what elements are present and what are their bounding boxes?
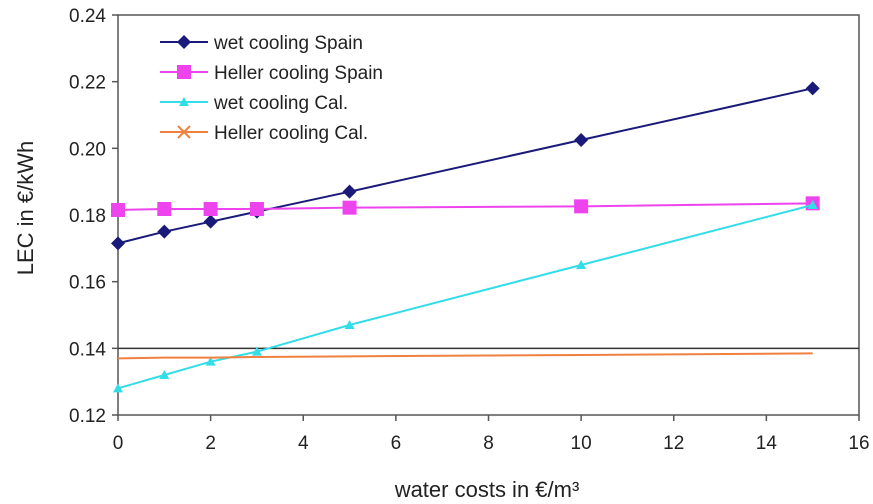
- data-point: [805, 81, 820, 96]
- data-point: [113, 383, 123, 393]
- legend-marker: [177, 65, 191, 79]
- x-axis: 0 2 4 6 8 10 12 14 16: [113, 415, 870, 454]
- series-3: [117, 352, 813, 360]
- series-layer: [111, 81, 820, 393]
- data-point: [111, 203, 125, 217]
- data-point: [159, 370, 170, 379]
- series-2: [113, 200, 818, 393]
- legend-marker: [177, 35, 191, 49]
- legend-marker: [177, 125, 191, 139]
- y-tick-label: 0.14: [69, 339, 106, 360]
- data-point: [807, 200, 818, 209]
- data-point: [251, 346, 262, 356]
- x-tick-label: 16: [848, 433, 869, 454]
- x-tick-label: 8: [483, 433, 494, 454]
- y-tick-label: 0.18: [69, 206, 106, 227]
- y-axis: 0.12 0.14 0.16 0.18 0.20 0.22 0.24: [69, 6, 118, 427]
- legend-marker: [179, 97, 189, 106]
- legend-item-3: Heller cooling Cal.: [160, 123, 368, 144]
- data-point: [344, 320, 355, 329]
- data-point: [342, 184, 357, 199]
- x-tick-label: 12: [663, 433, 684, 454]
- cross-stroke: [177, 125, 191, 139]
- data-point: [203, 202, 218, 216]
- data-point: [111, 236, 125, 251]
- data-point: [157, 224, 172, 239]
- y-tick-label: 0.24: [69, 6, 106, 27]
- data-point: [205, 356, 216, 366]
- data-point: [157, 202, 172, 216]
- data-point: [574, 133, 589, 147]
- data-point: [576, 260, 587, 269]
- legend-label: Heller cooling Cal.: [214, 123, 368, 144]
- data-point: [203, 214, 218, 229]
- y-tick-label: 0.16: [69, 273, 106, 294]
- y-axis-label: LEC in €/kWh: [13, 141, 38, 276]
- series-1: [111, 196, 820, 217]
- legend: wet cooling Spain Heller cooling Spain wet…: [160, 33, 383, 144]
- data-point: [249, 202, 264, 216]
- legend-item-0: wet cooling Spain: [160, 33, 363, 54]
- x-tick-label: 2: [205, 433, 216, 454]
- legend-label: wet cooling Cal.: [213, 93, 348, 114]
- x-tick-label: 0: [113, 433, 124, 454]
- legend-label: wet cooling Spain: [213, 33, 363, 54]
- data-point: [574, 199, 589, 214]
- x-tick-label: 6: [391, 433, 402, 454]
- legend-item-1: Heller cooling Spain: [160, 63, 383, 84]
- x-axis-label: water costs in €/m³: [394, 477, 580, 502]
- x-tick-label: 10: [571, 433, 592, 454]
- data-point: [342, 200, 357, 215]
- legend-label: Heller cooling Spain: [214, 63, 383, 84]
- y-tick-label: 0.22: [69, 73, 106, 94]
- y-tick-label: 0.20: [69, 139, 106, 160]
- series-line: [117, 352, 813, 360]
- x-tick-label: 4: [298, 433, 309, 454]
- x-tick-label: 14: [756, 433, 778, 454]
- legend-item-2: wet cooling Cal.: [160, 93, 348, 114]
- y-tick-label: 0.12: [69, 406, 106, 427]
